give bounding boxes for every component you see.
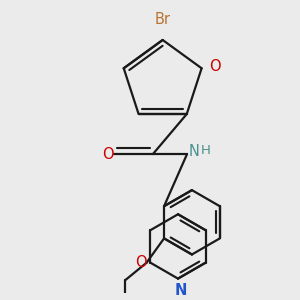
Text: O: O [135, 255, 147, 270]
Text: N: N [188, 144, 200, 159]
Text: O: O [209, 59, 220, 74]
Text: Br: Br [155, 12, 171, 27]
Text: H: H [201, 144, 211, 157]
Text: O: O [102, 147, 113, 162]
Text: N: N [174, 283, 187, 298]
